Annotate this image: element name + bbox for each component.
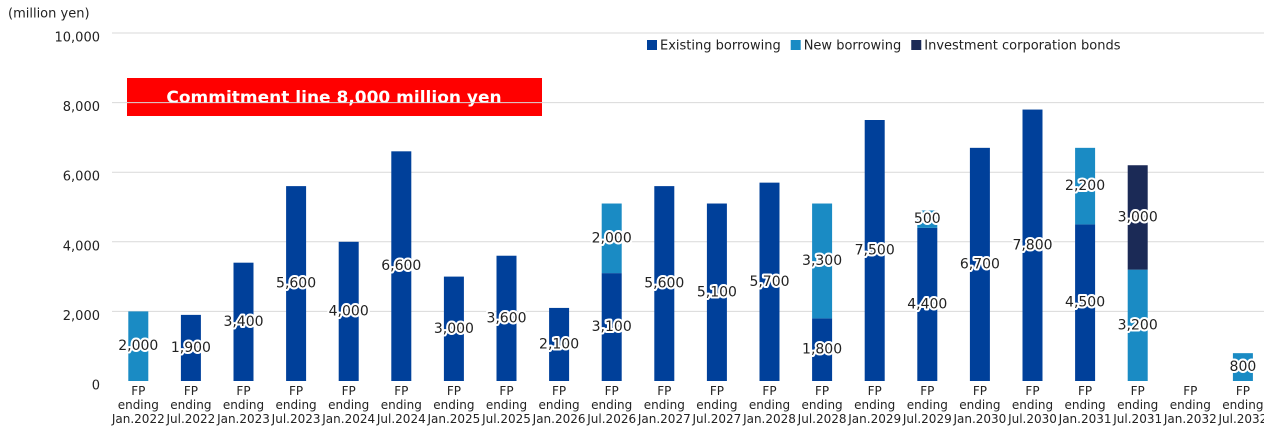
x-tick-label: FP ending Jul.2024 — [376, 384, 426, 426]
bar-segment — [1075, 147, 1096, 225]
data-label: 2,000 — [118, 338, 158, 354]
x-tick-label: FP ending Jul.2026 — [587, 384, 637, 426]
y-tick-label: 2,000 — [63, 309, 100, 324]
bar-segment — [812, 203, 833, 319]
bar-segment — [1022, 109, 1043, 381]
bar-segment — [654, 186, 675, 381]
bar-segment — [706, 203, 727, 381]
legend-label: Investment corporation bonds — [924, 39, 1120, 54]
x-tick-label: FP ending Jul.2027 — [692, 384, 742, 426]
bar-segment — [601, 203, 622, 274]
legend-swatch — [911, 40, 922, 50]
bar-segment — [338, 241, 359, 381]
x-tick-label: FP ending Jan.2023 — [217, 384, 270, 426]
bar-segment — [1075, 224, 1096, 381]
bar-segment — [1127, 269, 1148, 381]
bar-segment — [180, 314, 201, 381]
bar-segment — [601, 273, 622, 381]
x-tick-label: FP ending Jan.2022 — [111, 384, 165, 426]
x-tick-label: FP ending Jul.2029 — [902, 384, 952, 426]
y-tick-label: 4,000 — [63, 239, 100, 254]
x-tick-label: FP ending Jan.2032 — [1163, 384, 1217, 426]
bar-segment — [917, 210, 938, 228]
legend-swatch — [647, 40, 657, 50]
data-label: 5,100 — [697, 284, 737, 300]
data-label: 4,400 — [907, 296, 947, 312]
data-label: 4,000 — [329, 303, 369, 319]
data-label: 5,600 — [276, 276, 316, 292]
x-tick-label: FP ending Jul.2023 — [271, 384, 321, 426]
bar-segment — [286, 186, 307, 381]
x-tick-label: FP ending Jan.2027 — [637, 384, 691, 426]
bar-segment — [1127, 165, 1148, 270]
x-tick-label: FP ending Jul.2030 — [1008, 384, 1057, 426]
data-label: 5,600 — [644, 276, 684, 292]
x-tick-label: FP ending Jul.2031 — [1113, 384, 1163, 426]
x-tick-label: FP ending Jul.2032 — [1218, 384, 1264, 426]
bar-segment — [391, 151, 412, 381]
x-tick-label: FP ending Jan.2028 — [743, 384, 796, 426]
y-tick-label: 10,000 — [55, 31, 101, 46]
data-label: 3,300 — [802, 253, 842, 269]
y-tick-label: 0 — [92, 379, 100, 394]
x-tick-label: FP ending Jan.2030 — [953, 384, 1007, 426]
data-label: 7,800 — [1012, 237, 1052, 253]
data-label: 1,800 — [802, 342, 842, 358]
y-axis-label: (million yen) — [8, 7, 90, 22]
y-tick-label: 6,000 — [63, 170, 100, 185]
data-label: 3,100 — [592, 319, 632, 335]
x-tick-label: FP ending Jan.2031 — [1058, 384, 1112, 426]
data-label: 3,600 — [486, 310, 526, 326]
data-label: 2,000 — [592, 230, 632, 246]
x-tick-label: FP ending Jul.2028 — [797, 384, 847, 426]
bar-segment — [1232, 353, 1253, 381]
data-label: 6,600 — [381, 258, 421, 274]
data-label: 7,500 — [855, 243, 895, 259]
legend-swatch — [790, 40, 801, 50]
data-label: 2,200 — [1065, 178, 1105, 194]
data-label: 4,500 — [1065, 295, 1105, 311]
bar-segment — [549, 307, 570, 381]
bar-segment — [969, 147, 990, 381]
data-label: 1,900 — [171, 340, 211, 356]
x-tick-label: FP ending Jan.2024 — [322, 384, 376, 426]
x-tick-label: FP ending Jan.2026 — [532, 384, 586, 426]
data-label: 3,200 — [1118, 317, 1158, 333]
bar-segment — [864, 120, 885, 381]
x-tick-label: FP ending Jan.2029 — [848, 384, 902, 426]
y-tick-label: 8,000 — [63, 100, 100, 115]
bar-segment — [443, 276, 464, 381]
data-label: 3,000 — [1118, 209, 1158, 225]
x-tick-label: FP ending Jan.2025 — [427, 384, 481, 426]
data-label: 5,700 — [749, 274, 789, 290]
x-tick-label: FP ending Jul.2025 — [482, 384, 531, 426]
bar-segment — [233, 262, 254, 381]
data-label: 500 — [914, 211, 941, 227]
bar-segment — [496, 255, 517, 381]
legend-label: New borrowing — [804, 39, 902, 54]
data-label: 3,400 — [223, 314, 263, 330]
bar-segment — [128, 311, 149, 381]
annotation: Commitment line 8,000 million yen — [166, 88, 501, 108]
legend-label: Existing borrowing — [660, 39, 781, 54]
data-label: 3,000 — [434, 321, 474, 337]
data-label: 2,100 — [539, 336, 579, 352]
data-label: 800 — [1230, 359, 1257, 375]
bar-segment — [917, 227, 938, 381]
x-tick-label: FP ending Jul.2022 — [166, 384, 216, 426]
bar-segment — [812, 318, 833, 381]
data-label: 6,700 — [960, 256, 1000, 272]
annotation-box — [127, 78, 542, 116]
bar-segment — [759, 182, 780, 381]
